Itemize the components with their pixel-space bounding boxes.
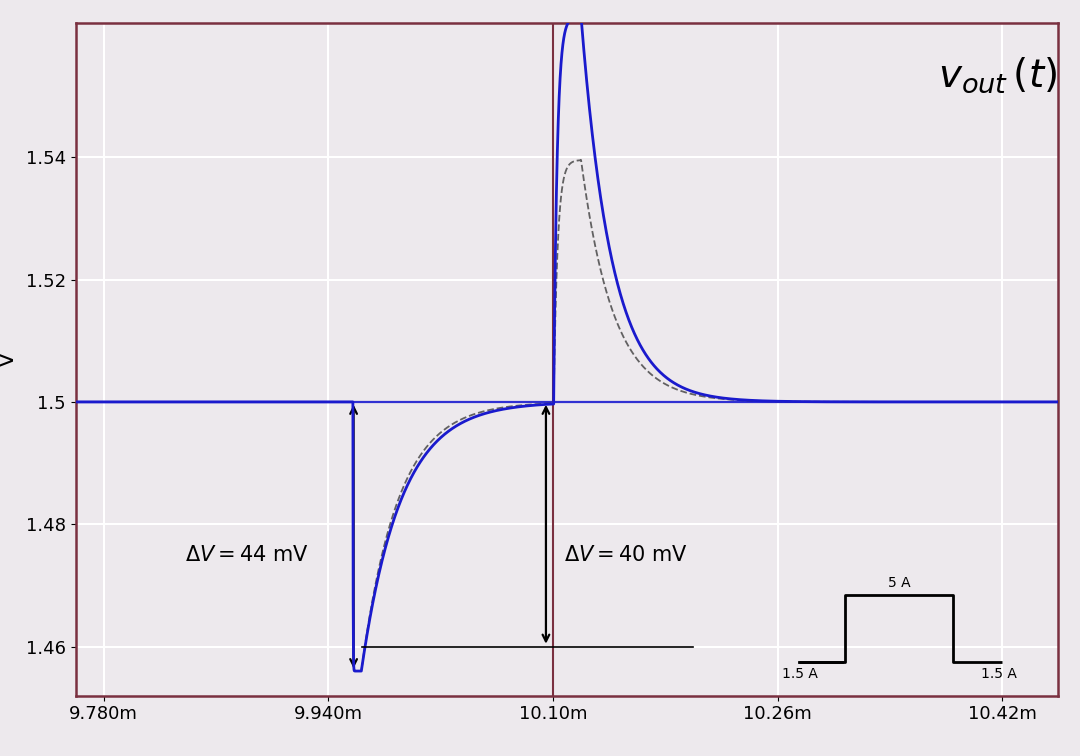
- Text: 5 A: 5 A: [888, 576, 910, 590]
- Text: 1.5 A: 1.5 A: [782, 667, 818, 680]
- Y-axis label: V: V: [0, 352, 17, 367]
- Text: 1.5 A: 1.5 A: [982, 667, 1017, 680]
- Text: $\Delta V = 44\ \mathrm{mV}$: $\Delta V = 44\ \mathrm{mV}$: [185, 545, 309, 565]
- Text: $\mathit{v}_{\mathit{out}}\,\mathit{(t)}$: $\mathit{v}_{\mathit{out}}\,\mathit{(t)}…: [939, 55, 1057, 95]
- Text: $\Delta V = 40\ \mathrm{mV}$: $\Delta V = 40\ \mathrm{mV}$: [564, 545, 688, 565]
